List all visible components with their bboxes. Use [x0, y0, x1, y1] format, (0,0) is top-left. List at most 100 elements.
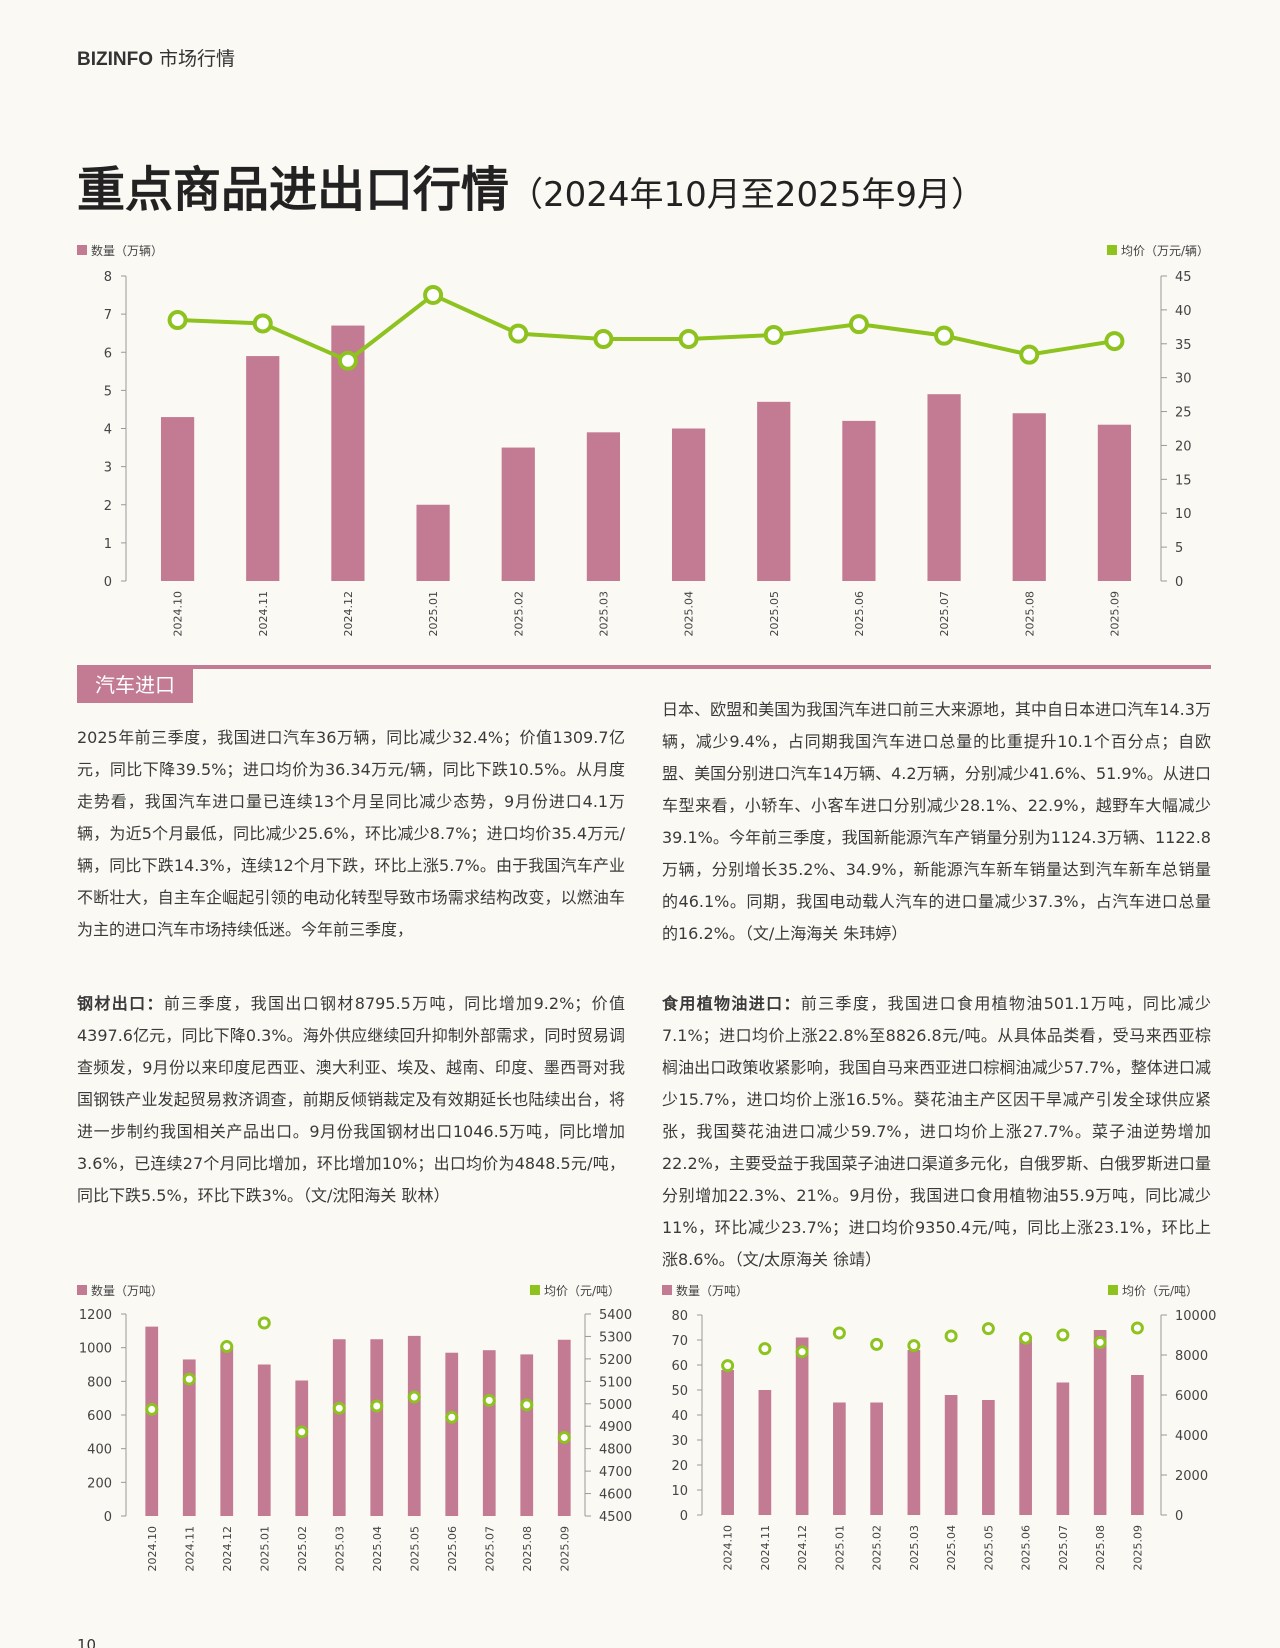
x-tick-label: 2025.07 — [483, 1526, 496, 1572]
price-marker — [1104, 331, 1125, 352]
y-tick-label: 0 — [680, 1509, 688, 1524]
y-tick-label: 3 — [104, 461, 112, 476]
bar — [370, 1339, 384, 1516]
x-tick-label: 2024.10 — [172, 591, 185, 637]
bar — [160, 417, 195, 581]
legend-swatch — [529, 1285, 540, 1295]
price-marker — [1130, 1321, 1144, 1335]
bar — [482, 1350, 496, 1516]
x-tick-label: 2025.04 — [371, 1526, 384, 1572]
y2-tick-label: 5100 — [599, 1375, 632, 1390]
y2-tick-label: 4000 — [1175, 1429, 1208, 1444]
x-tick-label: 2025.06 — [1020, 1525, 1033, 1571]
price-marker — [934, 325, 955, 346]
paragraph: 日本、欧盟和美国为我国汽车进口前三大来源地，其中自日本进口汽车14.3万辆，减少… — [662, 700, 1211, 943]
price-marker — [907, 1339, 921, 1353]
y2-tick-label: 20 — [1175, 439, 1192, 454]
y2-tick-label: 35 — [1175, 338, 1192, 353]
x-tick-label: 2025.09 — [1108, 591, 1121, 637]
page-number: 10 — [77, 1636, 97, 1648]
legend-swatch — [1107, 1285, 1118, 1295]
bar — [445, 1352, 459, 1516]
x-tick-label: 2024.11 — [759, 1525, 772, 1571]
y-tick-label: 30 — [671, 1434, 688, 1449]
price-marker — [832, 1326, 846, 1340]
subtitle: （2024年10月至2025年9月） — [509, 175, 985, 215]
bar — [757, 401, 791, 581]
legend-label: 均价（元/吨） — [1122, 1284, 1198, 1298]
bar — [182, 1359, 196, 1516]
price-marker — [423, 284, 444, 305]
lead: 钢材出口： — [77, 994, 164, 1013]
paragraph: 食用植物油进口：前三季度，我国进口食用植物油501.1万吨，同比减少7.1%；进… — [662, 988, 1211, 1276]
y-tick-label: 0 — [104, 575, 112, 590]
y-tick-label: 70 — [671, 1334, 688, 1349]
x-tick-label: 2025.05 — [408, 1526, 421, 1572]
bar — [671, 428, 706, 581]
y2-tick-label: 5200 — [599, 1353, 632, 1368]
bar — [407, 1335, 421, 1516]
y2-tick-label: 10000 — [1175, 1309, 1216, 1324]
price-marker — [557, 1430, 571, 1444]
bar — [944, 1395, 958, 1515]
price-marker — [520, 1398, 534, 1412]
price-marker — [295, 1425, 309, 1439]
x-tick-label: 2025.09 — [1131, 1525, 1144, 1571]
lead: 食用植物油进口： — [662, 994, 801, 1013]
price-marker — [870, 1337, 884, 1351]
y2-tick-label: 10 — [1175, 507, 1192, 522]
x-tick-label: 2024.12 — [796, 1525, 809, 1571]
y2-tick-label: 5400 — [599, 1308, 632, 1323]
x-tick-label: 2025.01 — [833, 1525, 846, 1571]
x-tick-label: 2025.03 — [908, 1525, 921, 1571]
bar — [520, 1354, 534, 1516]
x-tick-label: 2025.06 — [853, 591, 866, 637]
bar — [145, 1326, 159, 1516]
y2-tick-label: 2000 — [1175, 1469, 1208, 1484]
price-marker — [678, 329, 699, 350]
y2-tick-label: 15 — [1175, 473, 1192, 488]
y2-tick-label: 4800 — [599, 1443, 632, 1458]
legend-swatch — [77, 245, 87, 255]
text: 前三季度，我国进口食用植物油501.1万吨，同比减少7.1%；进口均价上涨22.… — [662, 994, 1211, 1269]
price-marker — [593, 329, 614, 350]
bar — [257, 1364, 271, 1516]
y-tick-label: 600 — [87, 1409, 112, 1424]
x-tick-label: 2025.03 — [597, 591, 610, 637]
y-tick-label: 0 — [104, 1510, 112, 1525]
y-tick-label: 200 — [87, 1476, 112, 1491]
bar — [795, 1337, 809, 1515]
y-tick-label: 800 — [87, 1375, 112, 1390]
bar — [1131, 1375, 1144, 1515]
price-marker — [1093, 1335, 1107, 1349]
price-marker — [758, 1342, 772, 1356]
x-tick-label: 2025.05 — [768, 591, 781, 637]
x-tick-label: 2024.12 — [342, 591, 355, 637]
y-tick-label: 7 — [104, 308, 112, 323]
legend-label: 数量（万吨） — [676, 1283, 748, 1298]
y-tick-label: 1200 — [79, 1308, 112, 1323]
bar — [586, 432, 621, 581]
legend-label: 数量（万吨） — [91, 1283, 163, 1298]
y-tick-label: 1000 — [79, 1342, 112, 1357]
y2-tick-label: 30 — [1175, 372, 1192, 387]
bar — [295, 1380, 309, 1516]
bar — [501, 447, 535, 581]
price-marker — [721, 1359, 735, 1373]
price-marker — [332, 1401, 346, 1415]
bar — [721, 1370, 734, 1515]
x-tick-label: 2025.02 — [871, 1525, 884, 1571]
price-marker — [482, 1393, 496, 1407]
y2-tick-label: 45 — [1175, 270, 1192, 285]
y-tick-label: 80 — [671, 1309, 688, 1324]
price-marker — [1056, 1328, 1070, 1342]
y2-tick-label: 8000 — [1175, 1349, 1208, 1364]
y-tick-label: 8 — [104, 270, 112, 285]
bar — [758, 1390, 772, 1515]
x-tick-label: 2025.07 — [1057, 1525, 1070, 1571]
x-tick-label: 2025.01 — [258, 1526, 271, 1572]
y2-tick-label: 4900 — [599, 1420, 632, 1435]
x-tick-label: 2025.04 — [945, 1525, 958, 1571]
price-marker — [445, 1410, 459, 1424]
price-marker — [763, 324, 784, 345]
